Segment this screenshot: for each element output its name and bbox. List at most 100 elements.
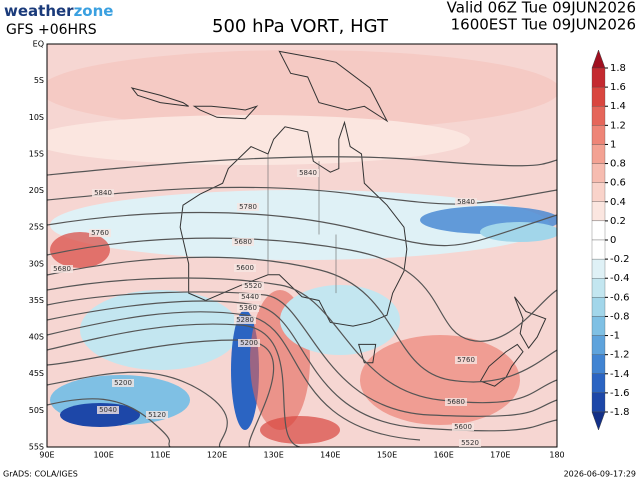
colorbar-swatch <box>591 297 606 317</box>
colorbar-label: 1.6 <box>610 82 626 93</box>
contour-label: 5520 <box>461 439 479 447</box>
model-run: GFS +06HRS <box>6 22 97 38</box>
height-contours <box>47 156 557 447</box>
local-time: 1600EST Tue 09JUN2026 <box>451 16 636 34</box>
contour-label: 5600 <box>454 423 472 431</box>
contour-label: 5760 <box>91 229 109 237</box>
contour-label-bg <box>459 439 481 447</box>
colorbar-swatch <box>591 239 606 260</box>
valid-time: Valid 06Z Tue 09JUN2026 <box>447 0 636 17</box>
footer-credit: GrADS: COLA/IGES <box>3 470 78 479</box>
colorbar-label: 1 <box>610 139 616 150</box>
colorbar-label: -1.8 <box>610 407 630 418</box>
colorbar-label: 0 <box>610 235 616 246</box>
colorbar-swatch <box>591 316 606 336</box>
contour-label-bg <box>238 339 260 347</box>
contour-label-bg <box>237 203 259 211</box>
contour-label: 5680 <box>234 238 252 246</box>
contour-line <box>47 256 557 383</box>
colorbar-swatch <box>591 106 606 126</box>
contour-label: 5200 <box>240 339 258 347</box>
colorbar-label: -0.4 <box>610 273 630 284</box>
lat-label: 45S <box>29 369 44 378</box>
lon-label: 180 <box>549 451 564 460</box>
contour-label-bg <box>234 316 256 324</box>
contour-label-bg <box>146 411 168 419</box>
colorbar-label: 1.2 <box>610 120 626 131</box>
colorbar-label: -1.2 <box>610 350 630 361</box>
colorbar-label: -1.6 <box>610 388 630 399</box>
lat-label: 10S <box>29 113 44 122</box>
colorbar-label: 0.4 <box>610 197 626 208</box>
contour-line <box>47 186 557 205</box>
contour-line <box>47 211 557 247</box>
coastline <box>130 87 189 107</box>
contour-label: 5680 <box>447 398 465 406</box>
contour-label-bg <box>452 423 474 431</box>
map-frame <box>46 43 558 448</box>
colorbar-label: 0.6 <box>610 178 626 189</box>
contour-label-bg <box>455 198 477 206</box>
colorbar-swatch <box>591 258 606 279</box>
colorbar-label: 1.4 <box>610 101 626 112</box>
colorbar-swatch <box>591 182 606 202</box>
contour-label-bg <box>237 304 259 312</box>
coastline <box>192 105 259 120</box>
colorbar-swatch <box>591 354 606 374</box>
contour-label-bg <box>92 189 114 197</box>
coastlines <box>130 50 547 387</box>
colorbar-label: -0.2 <box>610 254 630 265</box>
contour-label: 5840 <box>299 169 317 177</box>
contour-line <box>47 277 557 404</box>
lat-label: 30S <box>29 259 44 268</box>
logo-accent: zone <box>74 2 114 20</box>
coastline <box>179 120 408 327</box>
lat-label: EQ <box>33 40 44 49</box>
lon-label: 140E <box>320 451 340 460</box>
lon-label: 130E <box>264 451 284 460</box>
lat-label: 50S <box>29 406 44 415</box>
colorbar-label: -1 <box>610 331 620 342</box>
colorbar-label: 1.8 <box>610 63 626 74</box>
lat-label: 25S <box>29 223 44 232</box>
contour-line <box>47 156 557 176</box>
contour-label: 5360 <box>239 304 257 312</box>
colorbar-label: 0.2 <box>610 216 626 227</box>
lon-label: 100E <box>94 451 114 460</box>
lon-label: 150E <box>377 451 397 460</box>
colorbar-swatch <box>591 67 606 88</box>
contour-label: 5600 <box>236 264 254 272</box>
colorbar-swatch <box>591 392 606 413</box>
colorbar-swatch <box>591 86 606 107</box>
coastline <box>479 343 524 387</box>
contour-label: 5520 <box>244 282 262 290</box>
colorbar-label: 0.8 <box>610 159 626 170</box>
lon-label: 110E <box>150 451 170 460</box>
lat-label: 15S <box>29 149 44 158</box>
lat-label: 35S <box>29 296 44 305</box>
contour-label-bg <box>445 398 467 406</box>
contour-label-bg <box>112 379 134 387</box>
colorbar-swatch <box>591 201 606 222</box>
contour-label: 5280 <box>236 316 254 324</box>
colorbar-swatch <box>591 335 606 355</box>
lon-label: 120E <box>207 451 227 460</box>
colorbar-label: -0.6 <box>610 292 630 303</box>
colorbar-swatch <box>591 144 606 164</box>
colorbar-swatch <box>591 125 606 145</box>
contour-label: 5200 <box>114 379 132 387</box>
coastline <box>357 343 377 364</box>
colorbar-swatch <box>591 373 606 394</box>
lon-label: 170E <box>490 451 510 460</box>
map-field <box>47 44 557 447</box>
colorbar-cap <box>591 411 606 431</box>
contour-line <box>47 323 301 447</box>
lat-label: 40S <box>29 333 44 342</box>
contour-label: 5120 <box>148 411 166 419</box>
contour-label-bg <box>232 238 254 246</box>
logo: weatherzone <box>4 2 113 20</box>
contour-line <box>47 300 557 432</box>
lat-label: 5S <box>34 76 44 85</box>
contour-label-bg <box>239 293 261 301</box>
